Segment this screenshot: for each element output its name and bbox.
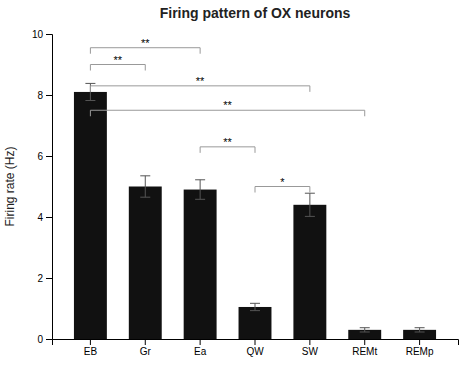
x-tick-label: REMp [406,346,434,357]
bar [293,205,326,339]
error-bar [360,328,370,332]
x-tick-label: Ea [194,346,207,357]
y-tick: 8 [37,90,52,101]
y-axis: 0 2 4 6 8 10 [32,29,53,345]
x-tick-label: REMt [352,346,377,357]
y-tick: 2 [37,273,52,284]
x-tick: Gr [140,339,152,357]
x-tick-label: Gr [140,346,152,357]
y-tick-mark [46,339,52,340]
significance-label: ** [223,136,232,148]
marks [74,83,436,339]
y-tick-label: 8 [37,90,43,101]
x-tick: Ea [194,339,207,357]
x-tick-mark [364,339,365,345]
y-tick-label: 0 [37,334,43,345]
error-bar [415,328,425,332]
x-tick-mark [255,339,256,345]
annotations: *********** [90,37,364,193]
y-tick: 6 [37,151,52,162]
error-bar [305,193,315,216]
significance-label: ** [141,37,150,49]
y-tick: 4 [37,212,52,223]
significance-label: ** [196,75,205,87]
x-axis: EB Gr Ea QW SW REMt REMp [53,339,459,357]
y-tick-label: 4 [37,212,43,223]
bar [129,187,162,340]
x-tick-mark [309,339,310,345]
bar [184,190,217,339]
x-axis-line [53,340,459,346]
x-tick: REMp [406,339,434,357]
significance-label: ** [114,54,123,66]
significance-label: * [280,176,285,188]
bar [74,92,107,339]
y-tick-mark [46,278,52,279]
y-tick-mark [46,217,52,218]
y-tick-label: 6 [37,151,43,162]
x-tick-label: EB [84,346,98,357]
chart: 0246810EBGrEaQWSWREMtREMp***********Firi… [0,0,474,369]
y-tick-label: 10 [32,29,44,40]
y-tick-label: 2 [37,273,43,284]
x-tick: SW [302,339,319,357]
significance-label: ** [223,99,232,111]
x-tick-mark [419,339,420,345]
y-tick-mark [46,34,52,35]
y-tick: 0 [37,334,52,345]
bar [239,307,272,339]
x-tick-mark [145,339,146,345]
x-tick: QW [246,339,264,357]
error-bar [195,180,205,200]
x-tick: EB [84,339,98,357]
x-tick: REMt [352,339,377,357]
x-tick-label: QW [246,346,264,357]
y-tick-mark [46,156,52,157]
title: Firing pattern of OX neurons [160,5,351,21]
plot: 0246810EBGrEaQWSWREMtREMp*********** [32,29,459,357]
y-axis-title: Firing rate (Hz) [3,146,17,226]
y-axis-line [46,35,53,340]
error-bar [250,303,260,310]
x-tick-label: SW [302,346,319,357]
x-tick-mark [200,339,201,345]
y-tick: 10 [32,29,52,40]
x-tick-mark [90,339,91,345]
error-bar [140,176,150,197]
y-tick-mark [46,95,52,96]
